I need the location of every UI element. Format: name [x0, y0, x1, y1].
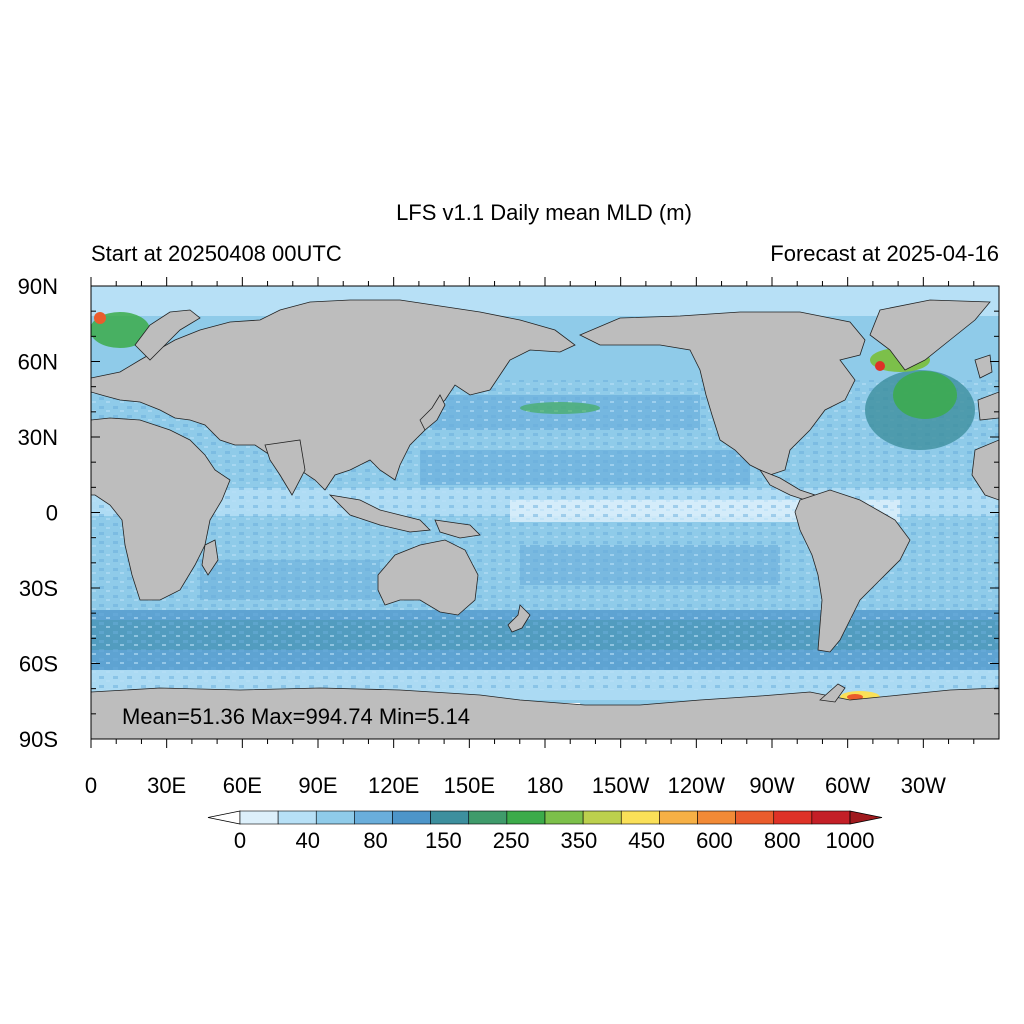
colorbar-swatch: [277, 810, 317, 825]
colorbar-swatch: [620, 810, 660, 825]
land-greenland: [869, 299, 991, 371]
colorbar-swatch: [811, 810, 851, 825]
colorbar-swatch: [697, 810, 736, 825]
lat-tick-label: 60S: [19, 652, 58, 677]
land-antarctica: [91, 687, 999, 739]
colorbar-swatch: [392, 810, 431, 825]
lat-tick-label: 0: [46, 501, 58, 526]
land-antarctic-peninsula: [819, 683, 846, 703]
lat-tick-label: 30N: [18, 425, 58, 450]
land-madagascar: [201, 539, 219, 576]
mld-patch-nordic: [91, 312, 150, 348]
colorbar-label: 250: [493, 828, 530, 853]
land-new-zealand: [507, 604, 531, 633]
map-area: [91, 286, 999, 739]
lat-tick-label: 90S: [19, 727, 58, 752]
land-africa: [91, 417, 231, 601]
lon-tick-label: 180: [527, 773, 564, 798]
colorbar-label: 350: [561, 828, 598, 853]
chart-title: LFS v1.1 Daily mean MLD (m): [396, 200, 692, 225]
land-japan: [419, 394, 446, 431]
lon-tick-label: 60E: [223, 773, 262, 798]
mld-patch-kuroshio: [520, 402, 600, 414]
colorbar-swatch: [354, 810, 393, 825]
land-india: [264, 439, 306, 496]
lat-tick-label: 30S: [19, 576, 58, 601]
colorbar-swatch: [735, 810, 775, 825]
mld-patch-north-atlantic-core: [893, 371, 957, 419]
colorbar-over-triangle: [849, 810, 883, 825]
colorbar: 0 40 80 150 250 350 450 600 800 1000: [207, 810, 883, 853]
colorbar-swatch: [315, 810, 355, 825]
colorbar-swatch: [582, 810, 622, 825]
lon-tick-label: 90W: [749, 773, 794, 798]
colorbar-swatch: [239, 810, 279, 825]
subtitle-left: Start at 20250408 00UTC: [91, 241, 342, 266]
colorbar-swatch: [659, 810, 698, 825]
lon-tick-label: 60W: [825, 773, 870, 798]
mld-patch-nordic-hot: [94, 312, 106, 324]
lon-tick-label: 150E: [444, 773, 495, 798]
land-australia: [377, 539, 479, 616]
colorbar-label: 0: [234, 828, 246, 853]
land-new-guinea: [434, 519, 481, 539]
stats-label: Mean=51.36 Max=994.74 Min=5.14: [122, 704, 470, 729]
land-south-america: [794, 489, 911, 653]
ocean-shade-arctic: [91, 286, 999, 316]
lon-tick-label: 120E: [368, 773, 419, 798]
lon-tick-label: 30W: [901, 773, 946, 798]
subtitle-right: Forecast at 2025-04-16: [770, 241, 999, 266]
colorbar-label: 150: [425, 828, 462, 853]
lon-tick-label: 150W: [592, 773, 650, 798]
land-uk: [974, 354, 993, 379]
lat-axis: 90N 60N 30N 0 30S 60S 90S: [18, 274, 999, 752]
colorbar-swatch: [430, 810, 470, 825]
land-scandinavia: [134, 309, 201, 361]
lat-tick-label: 90N: [18, 274, 58, 299]
land-west-africa-wrap: [971, 439, 999, 501]
colorbar-label: 80: [363, 828, 387, 853]
colorbar-label: 600: [696, 828, 733, 853]
colorbar-label: 450: [628, 828, 665, 853]
land-europe-wrap: [977, 391, 999, 421]
colorbar-label: 800: [764, 828, 801, 853]
land-masses: [91, 299, 999, 739]
lon-tick-label: 0: [85, 773, 97, 798]
colorbar-label: 40: [296, 828, 320, 853]
colorbar-under-triangle: [207, 810, 241, 825]
land-north-america: [579, 311, 866, 476]
mld-patch-weddell-hot: [847, 694, 863, 700]
lon-tick-label: 30E: [147, 773, 186, 798]
lon-tick-label: 90E: [298, 773, 337, 798]
colorbar-swatch: [468, 810, 508, 825]
lat-tick-label: 60N: [18, 350, 58, 375]
colorbar-swatch: [544, 810, 584, 825]
lon-axis: 0 30E 60E 90E 120E 150E 180 150W 120W 90W 60W 30W: [85, 277, 975, 798]
lon-tick-label: 120W: [668, 773, 726, 798]
colorbar-swatch: [773, 810, 813, 825]
colorbar-label: 1000: [826, 828, 875, 853]
mld-patch-labrador-hot: [875, 361, 885, 371]
land-indonesia: [328, 494, 431, 533]
colorbar-swatch: [506, 810, 546, 825]
